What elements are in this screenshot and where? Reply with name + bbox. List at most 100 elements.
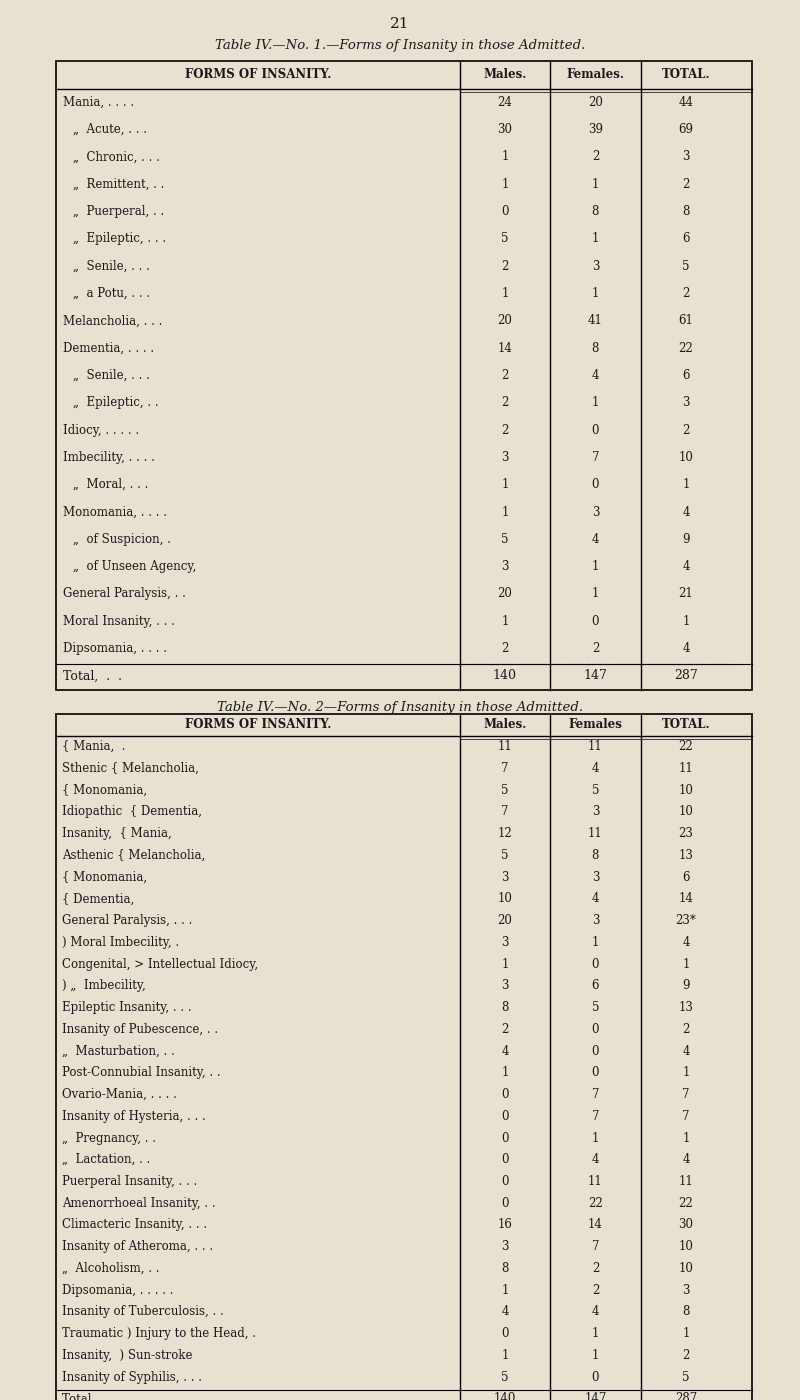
Text: 9: 9 — [682, 980, 690, 993]
Text: Dementia, . . . .: Dementia, . . . . — [63, 342, 154, 354]
Text: 11: 11 — [588, 1175, 602, 1189]
Text: 1: 1 — [502, 1350, 509, 1362]
Text: 5: 5 — [501, 533, 509, 546]
Text: 8: 8 — [502, 1001, 509, 1014]
Text: 5: 5 — [501, 848, 509, 862]
Text: 1: 1 — [502, 1067, 509, 1079]
Text: 0: 0 — [501, 1131, 509, 1145]
Text: 0: 0 — [592, 479, 599, 491]
Text: 11: 11 — [678, 762, 694, 776]
Text: 1: 1 — [502, 287, 509, 300]
Text: 3: 3 — [501, 980, 509, 993]
Text: 1: 1 — [502, 1284, 509, 1296]
Text: 0: 0 — [501, 1327, 509, 1340]
Text: „  a Potu, . . .: „ a Potu, . . . — [74, 287, 150, 300]
Text: Ovario-Mania, . . . .: Ovario-Mania, . . . . — [62, 1088, 177, 1100]
Text: 147: 147 — [583, 669, 607, 682]
Text: 1: 1 — [682, 958, 690, 970]
Text: 7: 7 — [592, 1110, 599, 1123]
Text: Monomania, . . . .: Monomania, . . . . — [63, 505, 167, 518]
Text: 4: 4 — [682, 1044, 690, 1057]
Text: 3: 3 — [501, 560, 509, 573]
Text: 10: 10 — [498, 892, 512, 906]
Text: 61: 61 — [678, 315, 694, 328]
Text: Insanity of Tuberculosis, . .: Insanity of Tuberculosis, . . — [62, 1305, 223, 1319]
Text: 1: 1 — [682, 1067, 690, 1079]
Text: 3: 3 — [592, 914, 599, 927]
Text: 140: 140 — [494, 1393, 516, 1400]
Text: 20: 20 — [588, 95, 603, 109]
Text: „  of Suspicion, .: „ of Suspicion, . — [74, 533, 171, 546]
Text: { Mania,  .: { Mania, . — [62, 741, 125, 753]
Text: Dipsomania, . . . . .: Dipsomania, . . . . . — [62, 1284, 173, 1296]
Text: „  Acute, . . .: „ Acute, . . . — [74, 123, 147, 136]
Text: Traumatic ) Injury to the Head, .: Traumatic ) Injury to the Head, . — [62, 1327, 255, 1340]
Text: 1: 1 — [682, 1327, 690, 1340]
Text: 14: 14 — [498, 342, 512, 354]
Text: 69: 69 — [678, 123, 694, 136]
Text: „  Chronic, . . .: „ Chronic, . . . — [74, 150, 160, 164]
Text: Insanity of Atheroma, . . .: Insanity of Atheroma, . . . — [62, 1240, 213, 1253]
Text: 2: 2 — [592, 1284, 599, 1296]
Text: 4: 4 — [682, 935, 690, 949]
Text: 3: 3 — [682, 150, 690, 164]
Text: 140: 140 — [493, 669, 517, 682]
Text: 8: 8 — [682, 1305, 690, 1319]
Text: Insanity of Syphilis, . . .: Insanity of Syphilis, . . . — [62, 1371, 202, 1383]
Text: 1: 1 — [592, 935, 599, 949]
Text: 1: 1 — [592, 287, 599, 300]
Text: „  Alcoholism, . .: „ Alcoholism, . . — [62, 1261, 159, 1275]
Text: 14: 14 — [588, 1218, 603, 1232]
Text: FORMS OF INSANITY.: FORMS OF INSANITY. — [185, 718, 331, 731]
Text: 7: 7 — [592, 1240, 599, 1253]
Text: 4: 4 — [592, 892, 599, 906]
Text: 39: 39 — [588, 123, 603, 136]
Text: Asthenic { Melancholia,: Asthenic { Melancholia, — [62, 848, 205, 862]
Text: „  Epileptic, . . .: „ Epileptic, . . . — [74, 232, 166, 245]
Text: „  Senile, . . .: „ Senile, . . . — [74, 259, 150, 273]
Text: 23: 23 — [678, 827, 694, 840]
Text: 0: 0 — [501, 1154, 509, 1166]
Text: 1: 1 — [502, 505, 509, 518]
Text: 4: 4 — [592, 1154, 599, 1166]
Text: 5: 5 — [592, 784, 599, 797]
Text: 3: 3 — [501, 1240, 509, 1253]
Text: 2: 2 — [592, 643, 599, 655]
Text: 2: 2 — [502, 643, 509, 655]
Text: 2: 2 — [592, 1261, 599, 1275]
Text: 8: 8 — [592, 848, 599, 862]
Text: 0: 0 — [592, 615, 599, 627]
Text: 4: 4 — [501, 1305, 509, 1319]
Text: Moral Insanity, . . .: Moral Insanity, . . . — [63, 615, 175, 627]
Text: Idiocy, . . . . .: Idiocy, . . . . . — [63, 424, 139, 437]
Text: 0: 0 — [592, 424, 599, 437]
Text: 30: 30 — [678, 1218, 694, 1232]
Text: Females: Females — [569, 718, 622, 731]
Text: „  Remittent, . .: „ Remittent, . . — [74, 178, 165, 190]
Text: 2: 2 — [682, 287, 690, 300]
Text: 20: 20 — [498, 914, 512, 927]
Text: 4: 4 — [501, 1044, 509, 1057]
Text: 2: 2 — [502, 396, 509, 409]
Text: „  Puerperal, . .: „ Puerperal, . . — [74, 204, 165, 218]
Text: 8: 8 — [502, 1261, 509, 1275]
Text: { Monomania,: { Monomania, — [62, 871, 146, 883]
Text: 10: 10 — [678, 1240, 694, 1253]
Text: 30: 30 — [498, 123, 513, 136]
Text: Total,  .  .: Total, . . — [63, 669, 122, 682]
Text: 0: 0 — [592, 958, 599, 970]
Text: 0: 0 — [501, 1175, 509, 1189]
Text: 4: 4 — [682, 505, 690, 518]
Text: 3: 3 — [592, 259, 599, 273]
Text: Insanity,  { Mania,: Insanity, { Mania, — [62, 827, 171, 840]
Text: 4: 4 — [592, 533, 599, 546]
Text: 0: 0 — [501, 204, 509, 218]
Text: 1: 1 — [502, 150, 509, 164]
Text: 0: 0 — [501, 1110, 509, 1123]
Text: General Paralysis, . .: General Paralysis, . . — [63, 588, 186, 601]
Text: 13: 13 — [678, 1001, 694, 1014]
Text: Total,  .  .: Total, . . — [62, 1393, 118, 1400]
Text: 5: 5 — [682, 259, 690, 273]
Text: 0: 0 — [592, 1044, 599, 1057]
Text: 6: 6 — [682, 871, 690, 883]
